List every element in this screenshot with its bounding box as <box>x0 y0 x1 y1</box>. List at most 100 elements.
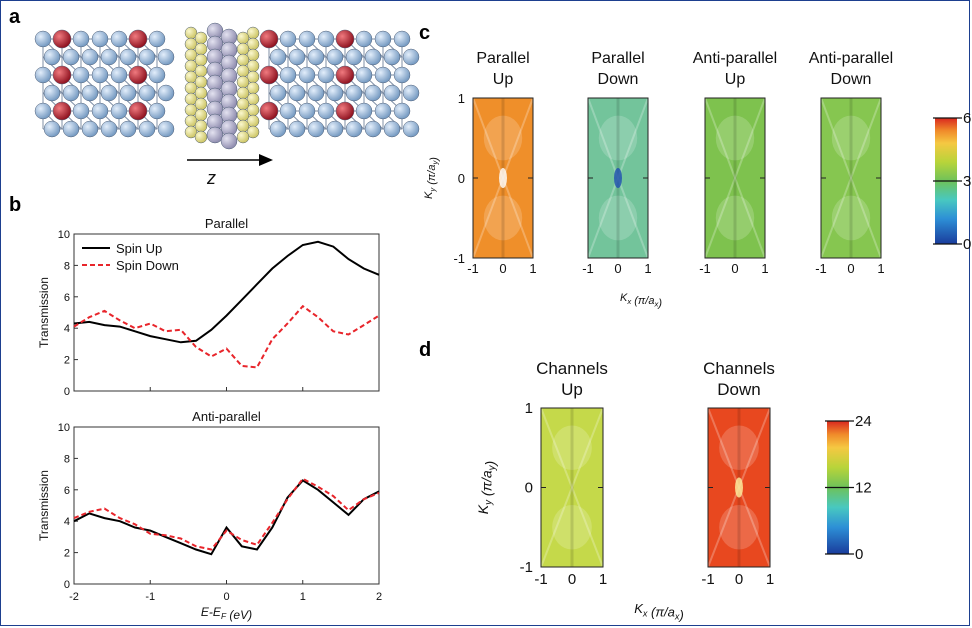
atom-blue <box>100 48 118 66</box>
atom-blue <box>157 48 175 66</box>
atom-red <box>335 29 355 49</box>
x-axis-label: E-EF (eV) <box>201 605 252 622</box>
map-streak <box>704 97 766 259</box>
atom-blue <box>148 30 166 48</box>
map-lobe <box>719 425 759 471</box>
chart-title: Anti-parallel <box>192 409 261 424</box>
atom-blue <box>345 120 363 138</box>
atom-blue <box>269 48 287 66</box>
atom-blue <box>402 120 420 138</box>
atom-yellow <box>194 64 208 78</box>
series-line-spin-up <box>73 479 380 556</box>
atom-blue <box>317 102 335 120</box>
y-axis-label: Ky (π/ay) <box>475 461 498 514</box>
colorbar-tick-label: 12 <box>855 480 872 497</box>
y-tick-label: -1 <box>520 559 533 576</box>
legend: Spin Up Spin Down <box>82 241 179 273</box>
atom-yellow <box>194 130 208 144</box>
atom-blue <box>81 48 99 66</box>
x-tick-label: 1 <box>877 261 884 276</box>
atom-blue <box>298 66 316 84</box>
atom-blue <box>100 120 118 138</box>
chart-title: Parallel <box>205 216 248 231</box>
atom-blue <box>393 30 411 48</box>
x-axis-label: Kx (π/ax) <box>620 292 662 310</box>
atom-blue <box>119 120 137 138</box>
kspace-map-4 <box>820 97 882 259</box>
atom-blue <box>34 102 52 120</box>
atom-blue <box>100 84 118 102</box>
x-tick-label: 1 <box>599 571 607 588</box>
atom-blue <box>298 30 316 48</box>
y-tick-label: 1 <box>458 91 465 106</box>
atom-blue <box>326 120 344 138</box>
x-tick-label: 1 <box>300 591 306 603</box>
map-lobe <box>552 504 592 550</box>
x-tick-label: 0 <box>735 571 743 588</box>
atom-blue <box>288 84 306 102</box>
y-tick-label: 2 <box>64 355 70 367</box>
map-streak <box>820 97 882 259</box>
x-tick-label: -1 <box>815 261 827 276</box>
map-lobe <box>719 504 759 550</box>
map-lobe <box>715 195 755 241</box>
atom-red <box>335 101 355 121</box>
y-axis-label: Transmission <box>37 277 51 348</box>
legend-label: Spin Down <box>116 258 179 273</box>
atom-blue <box>269 84 287 102</box>
atom-blue <box>383 84 401 102</box>
map-lobe <box>483 195 523 241</box>
atom-blue <box>326 48 344 66</box>
map-title-line2: Down <box>598 71 639 88</box>
atom-yellow <box>194 86 208 100</box>
x-tick-label: 0 <box>499 261 506 276</box>
atom-blue <box>326 84 344 102</box>
atom-blue <box>91 30 109 48</box>
atom-blue <box>374 102 392 120</box>
atom-blue <box>393 102 411 120</box>
map-title-line2: Up <box>493 71 514 88</box>
atom-yellow <box>194 75 208 89</box>
atom-yellow <box>194 42 208 56</box>
atom-blue <box>91 66 109 84</box>
atom-blue <box>317 66 335 84</box>
map-streak <box>704 97 766 259</box>
atom-blue <box>157 84 175 102</box>
y-tick-label: 8 <box>64 453 70 465</box>
atom-blue <box>383 48 401 66</box>
colorbar-tick-label: 0 <box>963 236 971 253</box>
map-lobe <box>552 425 592 471</box>
y-tick-label: 0 <box>64 579 70 591</box>
x-tick-label: 0 <box>847 261 854 276</box>
atom-blue <box>138 84 156 102</box>
atom-blue <box>374 30 392 48</box>
atom-yellow <box>236 119 250 133</box>
y-axis-label: Transmission <box>37 470 51 541</box>
kspace-map-1 <box>472 97 534 259</box>
atom-blue <box>364 48 382 66</box>
panel-letter-a: a <box>9 6 21 28</box>
kspace-map-2 <box>707 407 771 568</box>
atom-yellow <box>194 53 208 67</box>
atom-blue <box>43 48 61 66</box>
x-tick-label: 0 <box>731 261 738 276</box>
atom-blue <box>62 84 80 102</box>
atom-yellow <box>236 86 250 100</box>
map-streak <box>540 407 604 568</box>
atom-blue <box>307 120 325 138</box>
kspace-channel-maps: Channels Up -1 0 1 Channels Down -1 0 1 -1 0 1 Ky (π/… <box>475 359 872 623</box>
atom-blue <box>34 66 52 84</box>
atom-red <box>52 29 72 49</box>
y-tick-label: 0 <box>458 171 465 186</box>
y-axis-label: Ky (π/ay) <box>423 157 441 199</box>
atom-blue <box>34 30 52 48</box>
atom-blue <box>364 120 382 138</box>
atom-red <box>335 65 355 85</box>
atom-yellow <box>236 130 250 144</box>
y-tick-label: 0 <box>525 480 533 497</box>
y-tick-label: 10 <box>58 422 70 434</box>
atom-lavender <box>206 126 224 144</box>
atom-yellow <box>236 97 250 111</box>
x-tick-label: -1 <box>582 261 594 276</box>
